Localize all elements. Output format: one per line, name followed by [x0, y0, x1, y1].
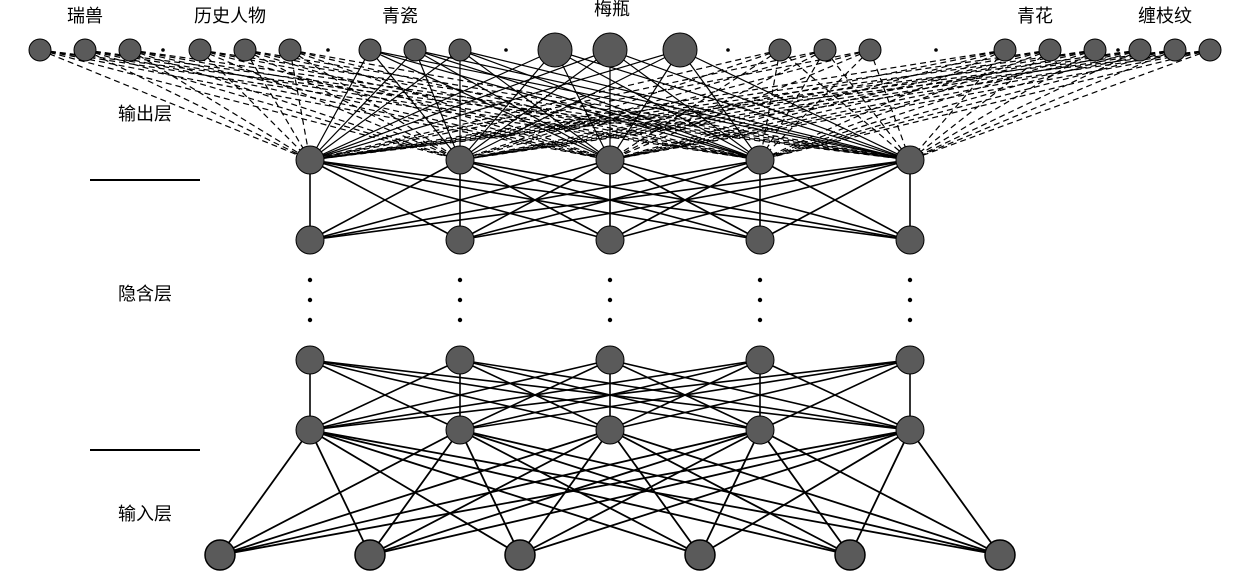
edge-output-to-hidden	[460, 50, 1050, 160]
input-node	[835, 540, 865, 570]
output-node	[538, 33, 572, 67]
labels-group: 瑞兽 历史人物 青瓷 梅瓶 青花 缠枝纹输出层隐含层输入层	[67, 0, 1192, 524]
output-node	[1164, 39, 1186, 61]
output-node	[769, 39, 791, 61]
ellipsis-dot	[908, 278, 912, 282]
hidden-node	[596, 146, 624, 174]
hidden-node	[446, 226, 474, 254]
hidden-node	[446, 346, 474, 374]
hidden-node	[596, 226, 624, 254]
output-node	[119, 39, 141, 61]
ellipsis-dot	[458, 278, 462, 282]
output-node	[593, 33, 627, 67]
output-node	[404, 39, 426, 61]
ellipsis-dot	[308, 278, 312, 282]
output-node	[994, 39, 1016, 61]
output-node	[814, 39, 836, 61]
top-category-label: 历史人物	[194, 6, 266, 26]
edge-output-to-hidden	[310, 50, 1140, 160]
output-node	[449, 39, 471, 61]
ellipsis-dot	[758, 318, 762, 322]
hidden-node	[746, 226, 774, 254]
output-node	[234, 39, 256, 61]
ellipsis-dot	[504, 48, 508, 52]
hidden-node	[896, 226, 924, 254]
top-category-label: 梅瓶	[594, 0, 630, 19]
nodes-group	[29, 33, 1221, 570]
ellipsis-dot	[608, 318, 612, 322]
hidden-node	[296, 226, 324, 254]
hidden-node	[296, 146, 324, 174]
edge-output-to-hidden	[40, 50, 310, 160]
ellipsis-dot	[458, 318, 462, 322]
edge-output-to-hidden	[310, 50, 870, 160]
hidden-node	[596, 346, 624, 374]
ellipsis-dot	[758, 278, 762, 282]
hidden-node	[746, 346, 774, 374]
top-category-label: 缠枝纹	[1138, 6, 1192, 26]
input-node	[505, 540, 535, 570]
ellipsis-dot	[726, 48, 730, 52]
output-node	[1129, 39, 1151, 61]
edge-output-to-hidden	[310, 50, 370, 160]
input-node	[985, 540, 1015, 570]
hidden-node	[896, 146, 924, 174]
ellipsis-dot	[758, 298, 762, 302]
edge-output-to-hidden	[910, 50, 1050, 160]
ellipsis-dot	[308, 298, 312, 302]
edge-output-to-hidden	[310, 50, 1175, 160]
top-category-label: 青花	[1017, 6, 1053, 26]
layer-label: 输入层	[118, 504, 172, 524]
output-node	[1039, 39, 1061, 61]
edge-output-to-hidden	[610, 50, 680, 160]
hidden-node	[446, 416, 474, 444]
hidden-node	[296, 346, 324, 374]
layer-label: 输出层	[118, 104, 172, 124]
hidden-node	[746, 146, 774, 174]
edge-hidden-to-input	[910, 430, 1000, 555]
ellipsis-dot	[326, 48, 330, 52]
top-category-label: 青瓷	[382, 6, 418, 26]
output-node	[74, 39, 96, 61]
output-node	[189, 39, 211, 61]
ellipsis-dot	[308, 318, 312, 322]
input-node	[685, 540, 715, 570]
ellipsis-dot	[608, 278, 612, 282]
edge-hidden-to-input	[220, 430, 310, 555]
ellipsis-dot	[608, 298, 612, 302]
ellipsis-dot	[161, 48, 165, 52]
output-node	[279, 39, 301, 61]
ellipsis-dot	[908, 298, 912, 302]
hidden-node	[746, 416, 774, 444]
output-node	[663, 33, 697, 67]
hidden-node	[296, 416, 324, 444]
input-node	[205, 540, 235, 570]
edge-output-to-hidden	[310, 50, 680, 160]
ellipsis-dot	[934, 48, 938, 52]
hidden-node	[446, 146, 474, 174]
layer-label: 隐含层	[118, 284, 172, 304]
ellipsis-dot	[458, 298, 462, 302]
hidden-node	[596, 416, 624, 444]
output-node	[1084, 39, 1106, 61]
hidden-node	[896, 416, 924, 444]
output-node	[29, 39, 51, 61]
input-node	[355, 540, 385, 570]
edge-hidden-to-input	[610, 430, 700, 555]
ellipsis-dot	[1116, 48, 1120, 52]
output-node	[359, 39, 381, 61]
top-category-label: 瑞兽	[67, 6, 103, 26]
edge-output-to-hidden	[130, 50, 610, 160]
output-node	[1199, 39, 1221, 61]
edge-output-to-hidden	[760, 50, 1210, 160]
edges-group	[40, 50, 1210, 555]
output-node	[859, 39, 881, 61]
ellipsis-dot	[908, 318, 912, 322]
neural-network-diagram: 瑞兽 历史人物 青瓷 梅瓶 青花 缠枝纹输出层隐含层输入层	[0, 0, 1240, 586]
hidden-node	[896, 346, 924, 374]
